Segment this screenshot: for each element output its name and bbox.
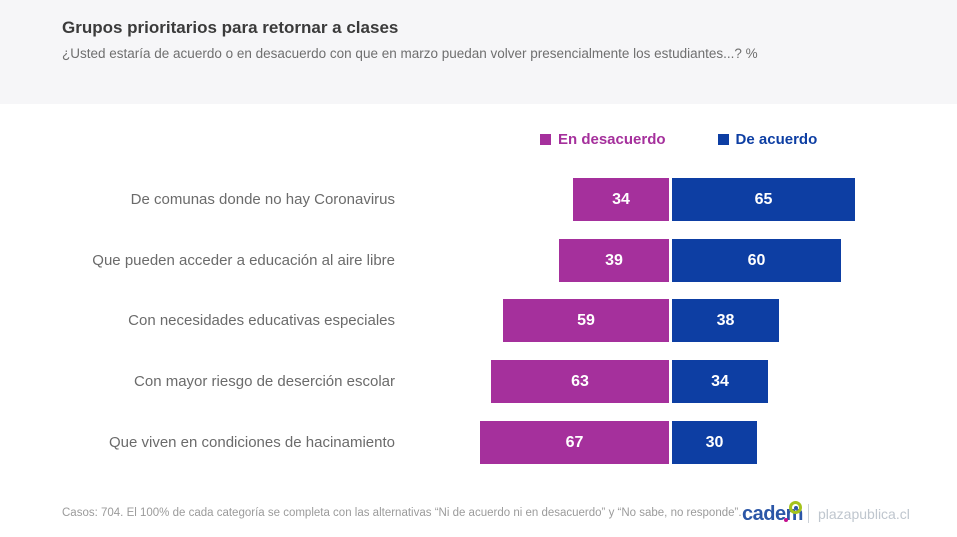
header: Grupos prioritarios para retornar a clas… (0, 0, 957, 104)
bar-de-acuerdo: 38 (672, 299, 779, 342)
bar-row: Que pueden acceder a educación al aire l… (0, 239, 957, 282)
bar-value: 34 (711, 372, 729, 390)
bar-value: 34 (612, 190, 630, 208)
row-label: Que viven en condiciones de hacinamiento (108, 434, 395, 451)
chart-title: Grupos prioritarios para retornar a clas… (62, 18, 399, 37)
bar-value: 60 (747, 251, 766, 269)
bar-value: 30 (705, 433, 724, 451)
bar-row: Con mayor riesgo de deserción escolar 63 3… (0, 360, 957, 403)
legend: En desacuerdo De acuerdo (540, 131, 817, 148)
row-label: Con mayor riesgo de deserción escolar (134, 373, 395, 390)
legend-item-en-desacuerdo: En desacuerdo (540, 131, 666, 148)
site-name: plazapublica.cl (818, 506, 910, 522)
legend-item-de-acuerdo: De acuerdo (717, 131, 818, 148)
bar-row: De comunas donde no hay Coronavirus 34 65 (0, 178, 957, 221)
bar-en-desacuerdo: 34 (573, 178, 669, 221)
brand-divider (808, 504, 809, 523)
bar-value: 59 (577, 311, 595, 329)
bar-value: 65 (754, 190, 773, 208)
bar-row: Con necesidades educativas especiales 59 3… (0, 299, 957, 342)
bar-value: 67 (565, 433, 584, 451)
bar-en-desacuerdo: 63 (491, 360, 669, 403)
bar-value: 39 (605, 251, 623, 269)
cadem-logo: cadem (742, 503, 803, 525)
chart-subtitle: ¿Usted estaría de acuerdo o en desacuerd… (62, 46, 758, 61)
bar-value: 38 (716, 311, 735, 329)
bar-de-acuerdo: 30 (672, 421, 757, 464)
legend-swatch-icon (540, 134, 551, 145)
bar-de-acuerdo: 65 (672, 178, 855, 221)
bar-row: Que viven en condiciones de hacinamiento… (0, 421, 957, 464)
bar-value: 63 (571, 372, 589, 390)
bar-en-desacuerdo: 39 (559, 239, 669, 282)
row-label: Con necesidades educativas especiales (128, 312, 395, 329)
cadem-logo-ring-icon (789, 501, 802, 514)
bar-en-desacuerdo: 59 (503, 299, 669, 342)
bar-de-acuerdo: 60 (672, 239, 841, 282)
legend-label: De acuerdo (735, 131, 818, 148)
row-label: Que pueden acceder a educación al aire l… (92, 252, 395, 269)
bar-de-acuerdo: 34 (672, 360, 768, 403)
bar-en-desacuerdo: 67 (480, 421, 669, 464)
row-label: De comunas donde no hay Coronavirus (130, 191, 395, 208)
legend-swatch-icon (717, 134, 729, 145)
legend-label: En desacuerdo (558, 131, 666, 148)
cadem-logo-magenta-dot-icon (784, 518, 788, 522)
footnote: Casos: 704. El 100% de cada categoría se… (62, 507, 742, 519)
